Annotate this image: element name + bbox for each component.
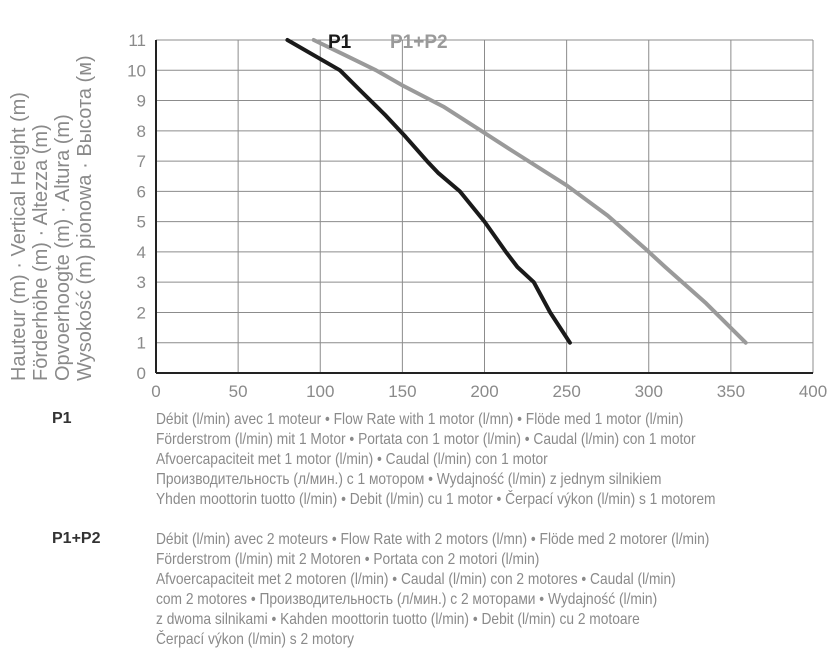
y-axis-label-line: Opvoerhoogte (m) · Altura (m) [52,114,74,381]
x-tick-label: 0 [151,382,160,400]
legend: P1 P1+P2 [328,32,448,53]
series-line-p1 [285,38,572,345]
y-tick-label: 9 [137,92,146,111]
grid [155,39,814,374]
legend-text-line: com 2 motores • Производительность (л/ми… [156,591,658,608]
y-axis-label-line: Wysokość (m) pionowa · Высота (м) [74,55,96,381]
legend-text-line: Förderstrom (l/min) mit 1 Motor • Portat… [156,431,696,448]
y-tick-label: 8 [137,122,146,141]
x-tick-label: 100 [306,382,334,400]
legend-text-line: Förderstrom (l/min) mit 2 Motoren • Port… [156,551,540,568]
x-tick-label: 300 [635,382,663,400]
y-axis: 0 1 2 3 4 5 6 7 8 9 10 11 [127,31,146,383]
y-tick-label: 2 [137,303,146,322]
y-tick-label: 3 [137,273,146,292]
legend-text-line: Débit (l/min) avec 1 moteur • Flow Rate … [156,411,684,428]
legend-text-line: Débit (l/min) avec 2 moteurs • Flow Rate… [156,531,710,548]
legend-text-line: Производительность (л/мин.) с 1 мотором … [156,471,662,488]
legend-key-p1: P1 [52,410,72,427]
plot-lines [285,38,748,345]
legend-text-line: Yhden moottorin tuotto (l/min) • Debit (… [156,491,716,508]
y-axis-label-line: Hauteur (m) · Vertical Height (m) [8,92,30,381]
x-tick-label: 50 [229,382,248,400]
legend-text-line: Afvoercapaciteit met 1 motor (l/min) • C… [156,451,548,468]
legend-lines-p1p2: Débit (l/min) avec 2 moteurs • Flow Rate… [156,530,799,650]
y-axis-label-line: Förderhöhe (m) · Altezza (m) [30,124,52,381]
legend-text-line: Afvoercapaciteit met 2 motoren (l/min) •… [156,571,676,588]
legend-key-p1p2: P1+P2 [52,530,101,547]
x-axis: 0 50 100 150 200 250 300 350 400 [151,382,827,400]
legend-text-line: z dwoma silnikami • Kahden moottorin tuo… [156,611,640,628]
x-tick-label: 400 [799,382,827,400]
x-tick-label: 350 [717,382,745,400]
y-tick-label: 11 [128,31,146,50]
series-line-p1-p2 [311,38,748,345]
y-tick-label: 0 [137,364,146,383]
legend-text-line: Čerpací výkon (l/min) s 2 motory [156,631,355,648]
legend-lines-p1: Débit (l/min) avec 1 moteur • Flow Rate … [156,410,807,510]
x-tick-label: 150 [388,382,416,400]
x-tick-label: 200 [470,382,498,400]
legend-label-p1: P1 [328,32,352,53]
y-tick-label: 6 [137,182,146,201]
legend-label-p1-p2: P1+P2 [390,32,448,53]
y-tick-label: 4 [137,243,146,262]
x-tick-label: 250 [552,382,580,400]
y-tick-label: 7 [137,152,146,171]
y-tick-label: 5 [137,213,146,232]
chart: 0 50 100 150 200 250 300 350 400 01234567891011 … [127,31,827,400]
y-tick-label: 10 [127,61,146,80]
y-tick-label: 1 [137,334,146,353]
